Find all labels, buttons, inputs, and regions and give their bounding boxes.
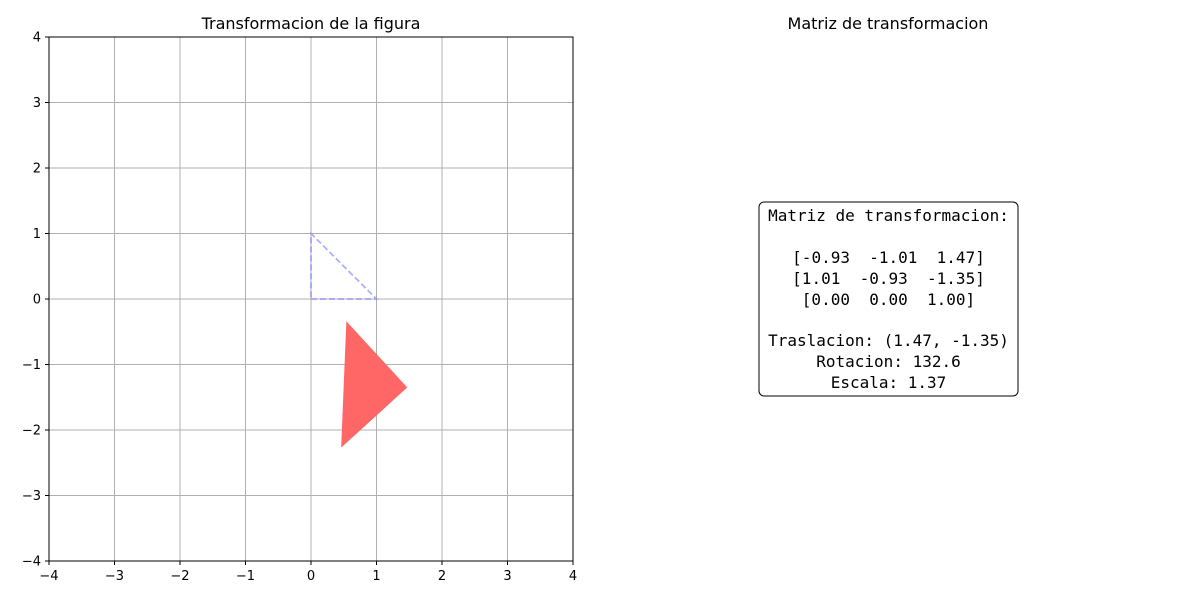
series-group: [310, 231, 408, 448]
x-tick-label: −3: [105, 569, 124, 584]
y-tick-label: 3: [33, 96, 41, 111]
x-tick-label: 3: [503, 569, 511, 584]
y-axis-ticks: −4 −3 −2 −1 0 1 2 3 4: [22, 31, 49, 570]
matrix-row-2: [1.01 -0.93 -1.35]: [792, 269, 985, 288]
matrix-text-lines: Matriz de transformacion: [-0.93 -1.01 1…: [768, 206, 1009, 392]
matrix-row-1: [-0.93 -1.01 1.47]: [792, 248, 985, 267]
x-tick-label: 0: [307, 569, 315, 584]
rotation-line: Rotacion: 132.6: [816, 352, 961, 371]
y-tick-label: 2: [33, 162, 41, 177]
y-tick-label: 1: [33, 227, 41, 242]
y-tick-label: 4: [33, 31, 41, 46]
matrix-row-3: [0.00 0.00 1.00]: [802, 290, 975, 309]
plot-area: −4 −3 −2 −1 0 1 2 3 4 −4 −3 −2 −1 0 1 2 3 4: [22, 31, 577, 585]
y-tick-label: −1: [22, 358, 41, 373]
original-shape: [310, 231, 379, 300]
scale-line: Escala: 1.37: [831, 373, 947, 392]
x-tick-label: 1: [372, 569, 380, 584]
x-axis-ticks: −4 −3 −2 −1 0 1 2 3 4: [39, 561, 577, 584]
x-tick-label: −4: [39, 569, 58, 584]
x-tick-label: 4: [569, 569, 577, 584]
y-tick-label: −3: [22, 489, 41, 504]
transformed-shape: [341, 321, 408, 448]
matrix-text-box: [758, 201, 1019, 397]
x-tick-label: −2: [170, 569, 189, 584]
y-tick-label: −2: [22, 424, 41, 439]
matrix-panel-title: Matriz de transformacion: [788, 14, 989, 33]
y-tick-label: 0: [33, 293, 41, 308]
y-tick-label: −4: [22, 555, 41, 570]
translation-line: Traslacion: (1.47, -1.35): [768, 331, 1009, 350]
matrix-line: Matriz de transformacion:: [768, 206, 1009, 225]
plot-title: Transformacion de la figura: [201, 14, 421, 33]
x-tick-label: 2: [438, 569, 446, 584]
x-tick-label: −1: [236, 569, 255, 584]
